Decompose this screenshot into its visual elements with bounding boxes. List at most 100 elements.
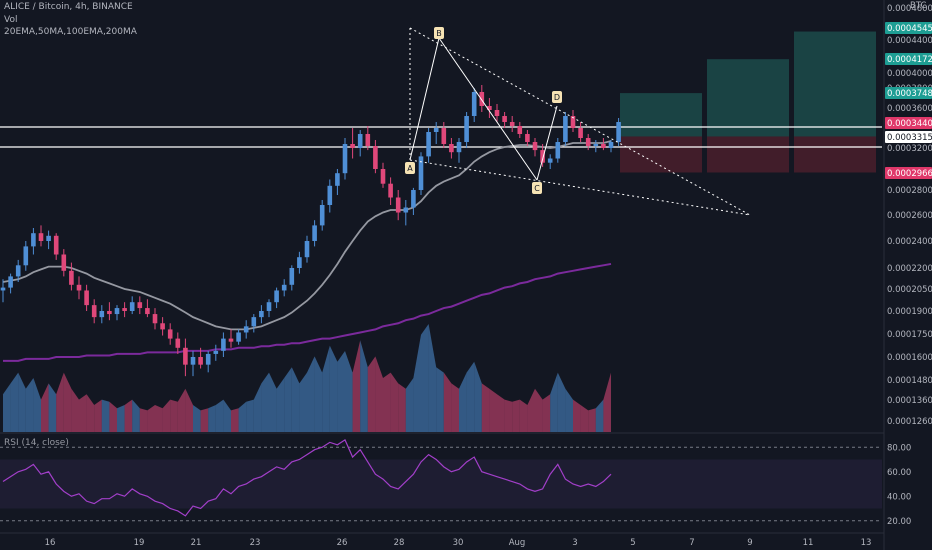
candle-body: [380, 169, 386, 184]
pattern-point-d-box: [552, 91, 562, 103]
candle-body: [456, 142, 462, 153]
candle-body: [190, 357, 196, 365]
candle-body: [525, 134, 530, 142]
candle-body: [411, 190, 416, 208]
volume-bar: [117, 405, 125, 432]
volume-bar: [489, 388, 497, 432]
candle-body: [563, 116, 568, 142]
candle-body: [449, 144, 454, 153]
time-tick-label: 26: [337, 538, 348, 548]
candle-body: [304, 241, 310, 258]
pattern-point-c-box: [532, 182, 542, 194]
volume-bar: [41, 383, 49, 432]
stop-zone-1: [620, 136, 702, 173]
candle-body: [342, 144, 348, 174]
volume-bar: [18, 372, 26, 432]
volume-bar: [238, 401, 247, 432]
volume-bar: [223, 399, 231, 432]
time-tick-label: 19: [134, 538, 145, 548]
candle-body: [0, 287, 6, 291]
candle-body: [23, 246, 29, 266]
target-zone-3: [794, 31, 876, 137]
ma200-line: [3, 262, 612, 362]
axis-unit-label: BTC: [910, 1, 927, 11]
time-tick-label: Aug: [509, 538, 526, 548]
volume-bar: [557, 372, 566, 432]
candle-body: [388, 183, 393, 198]
pattern-leg-cd: [536, 105, 558, 181]
price-tag-box: [885, 22, 932, 34]
rsi-tick-label: 60.00: [887, 468, 911, 478]
volume-bar: [603, 372, 611, 432]
candle-body: [327, 185, 333, 205]
volume-bar: [170, 399, 178, 432]
candle-body: [213, 350, 219, 354]
target-zone-2: [707, 59, 789, 137]
volume-bar: [231, 408, 239, 432]
volume-bar: [428, 324, 437, 432]
pattern-point-c: C: [534, 184, 540, 193]
candle-body: [471, 92, 477, 116]
candle-body: [487, 106, 492, 110]
volume-bar: [329, 345, 338, 432]
candle-body: [91, 305, 97, 318]
candle-body: [114, 308, 120, 315]
ema20-line: [2, 140, 612, 331]
price-tag-box: [885, 167, 932, 179]
volume-bar: [565, 388, 573, 432]
volume-bar: [481, 383, 490, 432]
candle-body: [403, 207, 409, 213]
pattern-point-a-box: [405, 162, 415, 174]
volume-bar: [405, 378, 414, 432]
price-tag-box: [885, 131, 932, 143]
volume-bar: [185, 388, 193, 432]
volume-bar: [33, 378, 41, 432]
pattern-leg-ab: [409, 37, 440, 161]
volume-legend: Vol: [4, 15, 18, 25]
volume-bar: [352, 340, 361, 432]
volume-bar: [535, 388, 543, 432]
price-tag-label: 0.00034405: [887, 119, 932, 129]
candle-body: [145, 308, 150, 315]
candle-body: [251, 317, 257, 327]
volume-bar: [162, 399, 171, 432]
candle-body: [281, 284, 287, 291]
volume-bar: [375, 356, 383, 432]
volume-bar: [383, 372, 391, 432]
rsi-tick-label: 80.00: [887, 443, 911, 453]
price-tag-label: 0.00029669: [887, 169, 932, 179]
candle-body: [547, 158, 553, 163]
time-tick-label: 28: [394, 538, 405, 548]
candle-body: [69, 270, 74, 285]
volume-bar: [147, 405, 155, 432]
candle-body: [160, 323, 165, 330]
volume-bar: [314, 356, 323, 432]
candle-body: [289, 268, 295, 285]
time-tick-label: 16: [45, 538, 56, 548]
symbol-title: ALICE / Bitcoin, 4h, BINANCE: [4, 2, 133, 12]
time-tick-label: 7: [689, 538, 694, 548]
candle-body: [502, 116, 507, 122]
candle-body: [532, 142, 538, 151]
candle-body: [319, 205, 325, 226]
time-tick-label: 9: [747, 538, 752, 548]
time-tick-label: 23: [250, 538, 261, 548]
volume-bar: [200, 408, 209, 432]
candle-body: [31, 233, 36, 247]
rsi-band: [0, 459, 882, 509]
candle-body: [297, 257, 302, 268]
time-tick-label: 3: [572, 538, 577, 548]
volume-bar: [542, 394, 551, 432]
volume-bar: [79, 394, 87, 432]
stop-zone-3: [794, 136, 876, 173]
volume-bar: [512, 399, 520, 432]
volume-bar: [139, 408, 148, 432]
candle-body: [464, 116, 469, 142]
candle-body: [84, 290, 89, 306]
volume-bar: [436, 367, 444, 432]
